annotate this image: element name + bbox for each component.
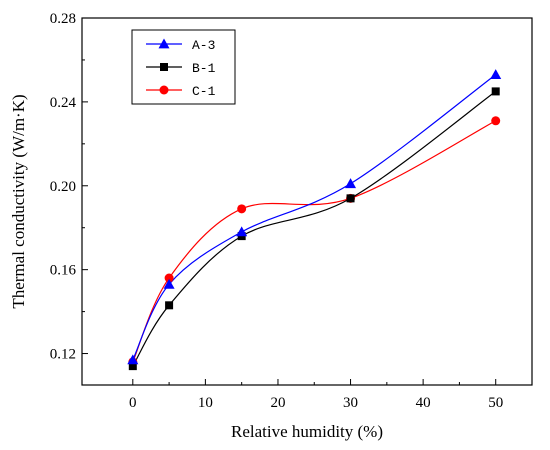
legend-marker-a-3: [158, 38, 170, 49]
x-tick-label: 10: [198, 395, 213, 411]
y-tick-label: 0.28: [50, 11, 76, 27]
legend-label-b-1: B-1: [192, 61, 216, 76]
legend: A-3 B-1 C-1: [131, 29, 236, 105]
data-point-a-3: [345, 178, 357, 189]
legend-label-a-3: A-3: [192, 38, 215, 53]
x-tick-label: 50: [488, 395, 503, 411]
y-tick-label: 0.12: [50, 347, 76, 363]
data-point-b-1: [491, 87, 500, 96]
series-line-b-1: [132, 90, 497, 367]
y-axis: 0.12 0.16 0.20 0.24 0.28: [50, 11, 88, 363]
y-axis-title: Thermal conductivity (W/m·K): [9, 94, 28, 308]
legend-marker-c-1: [159, 85, 169, 95]
data-point-c-1: [164, 273, 174, 283]
y-tick-label: 0.24: [50, 95, 77, 111]
data-point-b-1: [128, 362, 137, 371]
legend-label-c-1: C-1: [192, 84, 216, 99]
plot-lines: [132, 74, 497, 367]
x-axis: 0 10 20 30 40 50: [129, 379, 503, 411]
series-line-a-3: [132, 74, 497, 361]
data-point-c-1: [237, 204, 247, 214]
x-tick-label: 20: [270, 395, 285, 411]
data-point-b-1: [346, 194, 355, 203]
data-point-a-3: [490, 69, 502, 80]
data-point-a-3: [127, 354, 139, 365]
plot-markers: [127, 69, 502, 371]
x-tick-label: 0: [129, 395, 137, 411]
x-tick-label: 30: [343, 395, 358, 411]
x-axis-title: Relative humidity (%): [231, 422, 383, 441]
x-tick-label: 40: [416, 395, 431, 411]
series-line-c-1: [132, 120, 496, 363]
data-point-b-1: [165, 301, 174, 310]
y-tick-label: 0.20: [50, 179, 76, 195]
plot-frame: [81, 17, 533, 386]
data-point-c-1: [491, 116, 501, 126]
legend-marker-b-1: [160, 63, 168, 71]
y-tick-label: 0.16: [50, 263, 77, 279]
data-point-a-3: [236, 226, 248, 237]
data-point-a-3: [163, 278, 175, 289]
